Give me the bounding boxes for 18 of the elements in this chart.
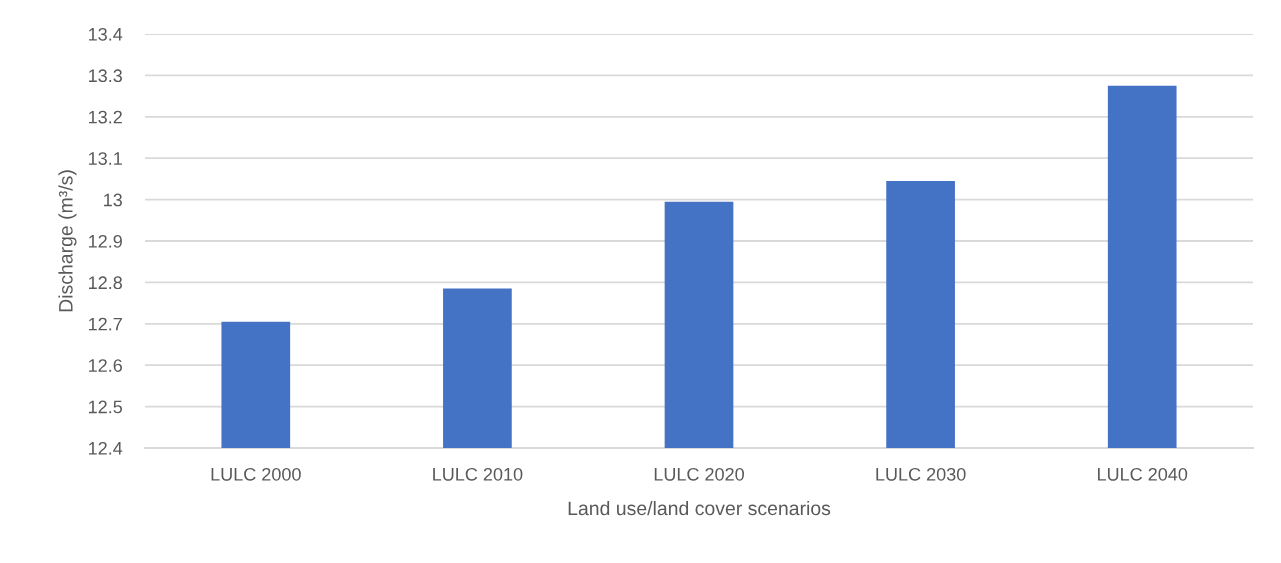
y-tick-label: 12.4 [89, 441, 123, 455]
y-tick-label: 12.7 [89, 317, 122, 331]
y-axis-title: Discharge (m³/s) [58, 170, 77, 312]
x-tick-label: LULC 2040 [1098, 467, 1188, 481]
x-tick-label: LULC 2010 [433, 467, 523, 481]
y-tick-label: 13 [104, 193, 122, 207]
y-tick-label: 13.3 [89, 69, 122, 83]
y-tick-label: 12.8 [89, 276, 122, 290]
y-tick-label: 13.4 [89, 27, 123, 41]
x-tick-label: LULC 2030 [876, 467, 966, 481]
x-axis-title: Land use/land cover scenarios [568, 500, 831, 516]
y-tick-label: 12.6 [89, 359, 122, 372]
x-tick-label: LULC 2000 [211, 467, 301, 481]
y-tick-label: 12.9 [89, 234, 122, 248]
x-tick-label: LULC 2020 [654, 467, 744, 481]
y-tick-label: 13.2 [89, 110, 122, 124]
y-tick-label: 13.1 [89, 152, 122, 165]
y-tick-label: 12.5 [89, 400, 123, 414]
